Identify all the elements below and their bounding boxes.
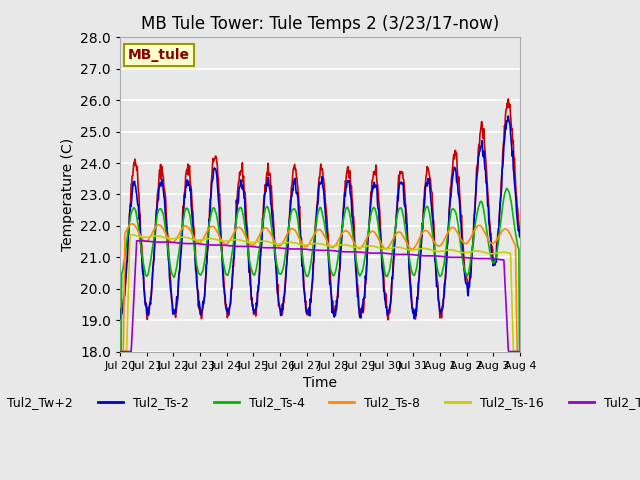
Legend: Tul2_Tw+2, Tul2_Ts-2, Tul2_Ts-4, Tul2_Ts-8, Tul2_Ts-16, Tul2_Ts-32: Tul2_Tw+2, Tul2_Ts-2, Tul2_Ts-4, Tul2_Ts… bbox=[0, 391, 640, 414]
Tul2_Ts-4 bbox=[116, 348, 124, 354]
Tul2_Ts-8 bbox=[205, 225, 213, 230]
Tul2_Ts-4 bbox=[124, 235, 131, 241]
Tul2_Ts-16 bbox=[124, 326, 131, 332]
X-axis label: Time: Time bbox=[303, 376, 337, 390]
Tul2_Ts-16 bbox=[205, 236, 213, 241]
Tul2_Ts-16 bbox=[516, 348, 524, 354]
Tul2_Tw+2 bbox=[227, 301, 234, 307]
Tul2_Tw+2 bbox=[504, 96, 512, 102]
Tul2_Tw+2 bbox=[384, 317, 392, 323]
Tul2_Ts-2 bbox=[380, 288, 388, 294]
Tul2_Ts-16 bbox=[380, 246, 388, 252]
Tul2_Ts-2 bbox=[116, 316, 124, 322]
Tul2_Ts-2 bbox=[227, 295, 234, 300]
Line: Tul2_Ts-8: Tul2_Ts-8 bbox=[120, 224, 520, 351]
Text: MB_tule: MB_tule bbox=[128, 48, 190, 62]
Line: Tul2_Ts-4: Tul2_Ts-4 bbox=[120, 188, 520, 351]
Tul2_Ts-2 bbox=[516, 234, 524, 240]
Tul2_Ts-4 bbox=[227, 263, 234, 269]
Tul2_Ts-16 bbox=[368, 243, 376, 249]
Tul2_Ts-4 bbox=[503, 185, 511, 191]
Tul2_Ts-8 bbox=[516, 348, 524, 354]
Tul2_Ts-8 bbox=[368, 228, 376, 234]
Tul2_Ts-16 bbox=[127, 232, 135, 238]
Tul2_Tw+2 bbox=[205, 224, 213, 229]
Tul2_Ts-16 bbox=[227, 238, 234, 243]
Tul2_Ts-8 bbox=[128, 221, 136, 227]
Tul2_Ts-2 bbox=[124, 241, 132, 247]
Tul2_Ts-4 bbox=[380, 259, 387, 264]
Tul2_Tw+2 bbox=[124, 259, 131, 264]
Tul2_Ts-32 bbox=[116, 348, 124, 354]
Tul2_Ts-4 bbox=[205, 222, 213, 228]
Tul2_Tw+2 bbox=[380, 264, 387, 269]
Tul2_Ts-8 bbox=[116, 348, 124, 354]
Tul2_Ts-8 bbox=[124, 226, 131, 232]
Tul2_Ts-2 bbox=[116, 308, 124, 313]
Line: Tul2_Ts-16: Tul2_Ts-16 bbox=[120, 235, 520, 351]
Tul2_Ts-4 bbox=[164, 249, 172, 255]
Tul2_Ts-8 bbox=[380, 245, 388, 251]
Tul2_Ts-8 bbox=[227, 236, 234, 242]
Tul2_Ts-16 bbox=[165, 236, 173, 241]
Tul2_Ts-2 bbox=[504, 113, 512, 119]
Tul2_Ts-32 bbox=[124, 348, 131, 354]
Line: Tul2_Ts-2: Tul2_Ts-2 bbox=[120, 116, 520, 319]
Tul2_Ts-32 bbox=[516, 348, 524, 354]
Tul2_Ts-32 bbox=[380, 250, 388, 256]
Tul2_Ts-16 bbox=[116, 348, 124, 354]
Line: Tul2_Ts-32: Tul2_Ts-32 bbox=[120, 241, 520, 351]
Y-axis label: Temperature (C): Temperature (C) bbox=[61, 138, 74, 251]
Tul2_Ts-4 bbox=[516, 348, 524, 354]
Tul2_Tw+2 bbox=[367, 190, 375, 195]
Tul2_Ts-32 bbox=[136, 238, 143, 244]
Tul2_Ts-2 bbox=[165, 260, 173, 265]
Tul2_Tw+2 bbox=[116, 306, 124, 312]
Tul2_Ts-32 bbox=[368, 250, 376, 256]
Tul2_Tw+2 bbox=[164, 244, 172, 250]
Tul2_Tw+2 bbox=[516, 229, 524, 235]
Tul2_Ts-32 bbox=[205, 242, 213, 248]
Tul2_Ts-32 bbox=[227, 243, 234, 249]
Tul2_Ts-2 bbox=[368, 189, 376, 195]
Line: Tul2_Tw+2: Tul2_Tw+2 bbox=[120, 99, 520, 320]
Tul2_Ts-2 bbox=[205, 217, 213, 223]
Tul2_Ts-4 bbox=[367, 209, 375, 215]
Tul2_Ts-32 bbox=[165, 239, 173, 245]
Tul2_Ts-8 bbox=[165, 237, 173, 242]
Title: MB Tule Tower: Tule Temps 2 (3/23/17-now): MB Tule Tower: Tule Temps 2 (3/23/17-now… bbox=[141, 15, 499, 33]
